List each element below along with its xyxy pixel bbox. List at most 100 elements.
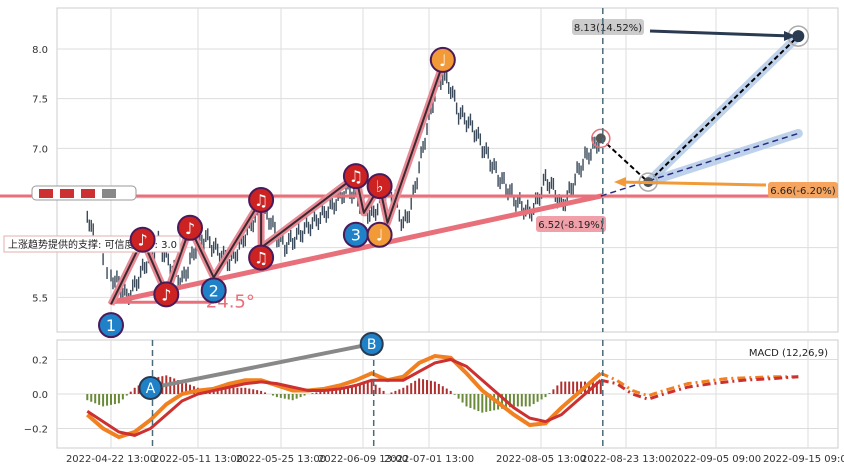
wave-label: ♫: [254, 249, 268, 268]
price-y-tick-label: 7.0: [32, 144, 48, 155]
x-tick-label: 2022-05-11 13:00: [153, 454, 243, 465]
macd-histogram-bar: [433, 381, 436, 394]
macd-histogram-bar: [275, 394, 278, 398]
macd-histogram-bar: [121, 394, 124, 400]
wave-label: ♭: [376, 177, 384, 196]
macd-histogram-bar: [323, 390, 326, 394]
x-tick-label: 2022-06-09 13:00: [318, 454, 408, 465]
macd-histogram-bar: [532, 394, 535, 405]
macd-histogram-bar: [291, 394, 294, 401]
macd-histogram-bar: [185, 383, 188, 394]
macd-point-label: B: [367, 337, 377, 353]
macd-histogram-bar: [453, 394, 456, 395]
macd-title: MACD (12,26,9): [749, 348, 828, 359]
macd-point-marker: [359, 331, 384, 356]
macd-histogram-bar: [102, 394, 105, 407]
macd-histogram-bar: [429, 380, 432, 394]
wave-note-marker: [153, 281, 180, 308]
wave-label: ♪: [185, 219, 195, 238]
macd-histogram-bar: [587, 381, 590, 394]
macd-histogram-bar: [449, 390, 452, 394]
wave-label: 3: [351, 226, 361, 245]
macd-histogram-bar: [568, 381, 571, 394]
macd-histogram-bar: [418, 378, 421, 394]
price-y-tick-label: 8.0: [32, 45, 48, 56]
bear-icon: [81, 189, 95, 198]
macd-histogram-bar: [524, 394, 527, 407]
wave-note-marker: [366, 173, 393, 200]
macd-histogram-bar: [252, 389, 255, 394]
macd-histogram-bar: [125, 394, 128, 396]
support-trendline: [108, 193, 604, 305]
macd-histogram-bar: [319, 391, 322, 394]
macd-histogram-bar: [552, 389, 555, 394]
macd-histogram-bar: [362, 383, 365, 394]
macd-histogram-bar: [220, 389, 223, 394]
macd-histogram-bar: [347, 386, 349, 394]
macd-histogram-bar: [240, 387, 243, 394]
macd-histogram-bar: [366, 382, 369, 394]
macd-histogram-bar: [469, 394, 472, 408]
macd-histogram-bar: [256, 390, 259, 394]
wave-note-marker: [248, 244, 275, 271]
macd-histogram-bar: [548, 393, 551, 394]
macd-histogram-bar: [410, 383, 413, 394]
wave-label: ♫: [349, 167, 363, 186]
macd-histogram-bar: [477, 394, 480, 412]
macd-histogram-bar: [481, 394, 484, 413]
macd-histogram-bar: [299, 394, 302, 398]
macd-histogram-bar: [90, 394, 93, 402]
macd-histogram-bar: [422, 379, 425, 394]
macd-histogram-bar: [556, 385, 559, 394]
wave-note-marker: [429, 46, 456, 73]
macd-histogram-bar: [544, 394, 547, 398]
macd-histogram-bar: [457, 394, 460, 399]
macd-histogram-bar: [129, 391, 132, 394]
macd-histogram-bar: [382, 390, 385, 394]
wave-label: 2: [209, 281, 219, 300]
macd-histogram-bar: [595, 381, 598, 394]
macd-histogram-bar: [441, 386, 444, 394]
macd-histogram-bar: [98, 394, 101, 405]
high-arrow-line: [649, 29, 793, 38]
macd-histogram-bar: [536, 394, 539, 402]
x-tick-label: 2022-08-05 13:00: [496, 454, 586, 465]
macd-histogram-bar: [173, 378, 176, 394]
macd-histogram-bar: [358, 383, 361, 394]
high-label: 8.13(14.52%): [574, 23, 642, 34]
bear-icon: [39, 189, 53, 198]
x-tick-label: 2022-05-25 13:00: [236, 454, 326, 465]
high-arrow-head: [784, 31, 796, 41]
macd-histogram-bar: [212, 390, 215, 394]
forecast-target-point: [792, 30, 805, 43]
macd-histogram-bar: [394, 390, 397, 394]
wave-note-marker: [342, 163, 369, 190]
wave-label: ♩: [439, 51, 447, 70]
low-arrow-line: [619, 180, 767, 187]
macd-histogram-bar: [493, 394, 496, 411]
macd-histogram-bar: [287, 394, 290, 400]
macd-histogram-bar: [402, 387, 405, 394]
wave-number-marker: [98, 312, 124, 339]
macd-y-tick-label: −0.2: [24, 425, 48, 436]
macd-histogram-bar: [224, 388, 227, 394]
macd-forecast-line: [600, 371, 799, 398]
macd-histogram-bar: [445, 388, 448, 394]
forecast-line-up: [647, 35, 799, 183]
wave-note-marker: [177, 214, 203, 241]
forecast-line-down: [600, 137, 649, 183]
support-label: 6.52(-8.19%): [538, 220, 604, 231]
macd-histogram-bar: [572, 381, 575, 394]
macd-histogram-bar: [516, 394, 519, 407]
x-tick-label: 2022-09-15 09:00: [763, 454, 844, 465]
macd-histogram-bar: [374, 384, 377, 394]
wave-number-marker: [200, 277, 227, 304]
macd-histogram-bar: [564, 381, 567, 394]
macd-y-tick-label: 0.2: [32, 356, 48, 367]
macd-histogram-bar: [354, 384, 357, 394]
macd-histogram-bar: [350, 385, 353, 394]
macd-histogram-bar: [485, 394, 488, 412]
macd-histogram-bar: [117, 394, 120, 404]
